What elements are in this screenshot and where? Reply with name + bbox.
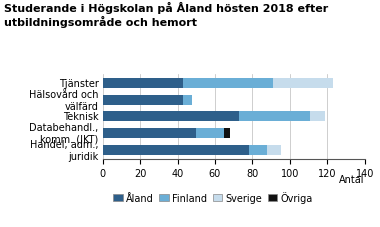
Text: Studerande i Högskolan på Åland hösten 2018 efter
utbildningsområde och hemort: Studerande i Högskolan på Åland hösten 2… [4, 2, 328, 28]
Bar [196, 128, 224, 138]
Bar [183, 95, 193, 105]
Bar [103, 145, 249, 155]
Text: Antal: Antal [339, 174, 365, 184]
Legend: Åland, Finland, Sverige, Övriga: Åland, Finland, Sverige, Övriga [109, 187, 317, 207]
Bar [249, 145, 268, 155]
Bar [268, 145, 280, 155]
Bar [224, 128, 230, 138]
Bar [183, 79, 273, 89]
Bar [103, 95, 183, 105]
Bar [103, 128, 196, 138]
Bar [224, 128, 230, 138]
Bar [239, 112, 310, 122]
Bar [310, 112, 325, 122]
Bar [103, 79, 183, 89]
Bar [103, 112, 239, 122]
Bar [273, 79, 333, 89]
